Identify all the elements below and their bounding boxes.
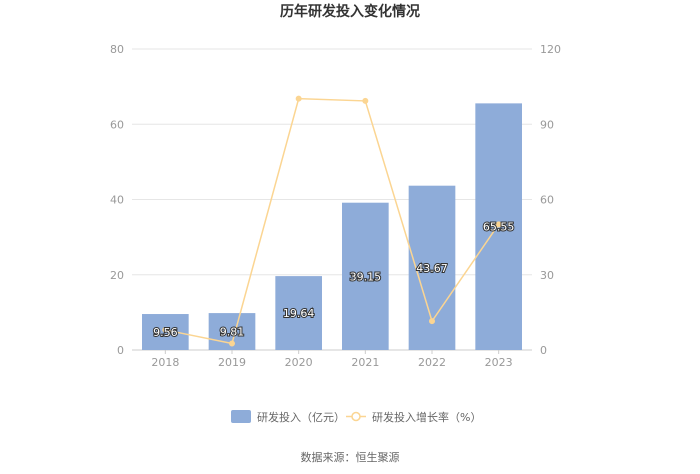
left-axis: 0 20 40 60 80 <box>110 43 124 357</box>
x-tick-2021: 2021 <box>351 356 379 369</box>
y-left-tick: 80 <box>110 43 124 56</box>
y-left-tick: 20 <box>110 269 124 282</box>
y-left-tick: 40 <box>110 194 124 207</box>
legend[interactable]: 研发投入（亿元） 研发投入增长率（%） <box>231 410 481 424</box>
bar-label-2018: 9.56 <box>153 326 178 339</box>
bar-label-2023: 65.55 <box>483 221 515 234</box>
bar-label-2021: 39.15 <box>350 270 382 283</box>
y-left-tick: 60 <box>110 118 124 131</box>
legend-bar-label: 研发投入（亿元） <box>257 410 345 424</box>
x-tick-2020: 2020 <box>285 356 313 369</box>
y-right-tick: 0 <box>540 344 547 357</box>
x-tick-2019: 2019 <box>218 356 246 369</box>
bar-series <box>142 103 522 350</box>
bar-2020[interactable] <box>275 276 322 350</box>
line-series <box>162 95 502 347</box>
bar-label-2022: 43.67 <box>416 262 448 275</box>
y-right-tick: 90 <box>540 118 554 131</box>
legend-item-line[interactable]: 研发投入增长率（%） <box>346 410 481 424</box>
right-axis: 0 30 60 90 120 <box>540 43 561 357</box>
legend-line-marker <box>351 411 361 422</box>
growth-rate-line <box>165 97 500 345</box>
bar-label-2019: 9.81 <box>220 326 245 339</box>
legend-line-label: 研发投入增长率（%） <box>372 410 481 424</box>
chart-title: 历年研发投入变化情况 <box>280 3 420 20</box>
growth-point-2020[interactable] <box>295 95 302 102</box>
x-tick-2022: 2022 <box>418 356 446 369</box>
legend-bar-swatch <box>231 410 251 423</box>
growth-point-2019[interactable] <box>229 340 235 347</box>
growth-point-2023[interactable] <box>495 221 502 228</box>
grid <box>132 48 532 351</box>
bar-label-2020: 19.64 <box>283 307 315 320</box>
y-right-tick: 60 <box>540 194 554 207</box>
growth-point-2021[interactable] <box>362 97 369 104</box>
y-right-tick: 120 <box>540 43 561 56</box>
growth-point-2018[interactable] <box>162 326 169 333</box>
source-note: 数据来源：恒生聚源 <box>301 450 400 464</box>
growth-point-2022[interactable] <box>429 318 435 325</box>
legend-item-bar[interactable]: 研发投入（亿元） <box>231 410 345 424</box>
y-right-tick: 30 <box>540 269 554 282</box>
x-tick-2023: 2023 <box>485 356 513 369</box>
x-tick-2018: 2018 <box>151 356 179 369</box>
bar-2021[interactable] <box>342 202 389 350</box>
y-left-tick: 0 <box>117 344 124 357</box>
bar-labels: 9.56 9.81 19.64 39.15 43.67 65.55 <box>152 220 515 340</box>
x-axis: 2018 2019 2020 2021 2022 2023 <box>151 350 513 369</box>
